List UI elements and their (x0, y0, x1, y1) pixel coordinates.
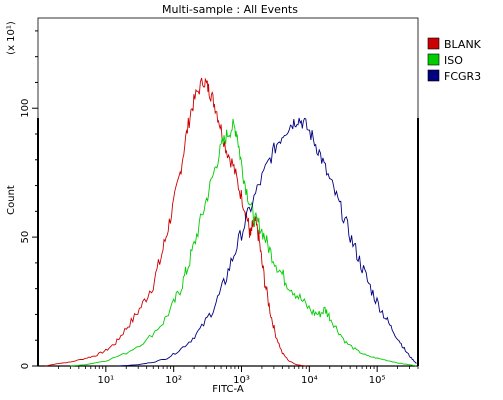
series-line-blank (45, 77, 307, 367)
series-line-iso (70, 118, 417, 367)
legend-swatch-fcgr3 (427, 69, 440, 82)
legend: BLANK ISO FCGR3 (427, 37, 482, 83)
legend-label-blank: BLANK (444, 38, 482, 51)
x-axis-title: FITC-A (212, 384, 244, 395)
legend-label-iso: ISO (444, 54, 463, 67)
legend-label-fcgr3: FCGR3 (444, 70, 481, 83)
y-tick-label: 0 (20, 363, 31, 369)
legend-swatch-iso (427, 53, 440, 66)
x-tick-label: 10⁴ (301, 375, 318, 386)
legend-swatch-blank (427, 37, 440, 50)
chart-title: Multi-sample : All Events (162, 3, 298, 16)
y-axis-title: Count (6, 185, 17, 215)
y-tick-label: 50 (20, 231, 31, 244)
x-tick-label: 10⁵ (369, 375, 386, 386)
x-tick-label: 10³ (233, 375, 250, 386)
series-line-fcgr3 (117, 117, 417, 367)
plot-area: 10¹ 10² 10³ 10⁴ 10⁵ 0 50 100 (20, 17, 419, 386)
x-tick-label: 10² (165, 375, 182, 386)
x-tick-label: 10¹ (97, 375, 114, 386)
y-tick-label: 100 (20, 99, 31, 118)
plot-frame (37, 17, 419, 367)
y-multiplier-label: (x 10¹) (6, 21, 17, 55)
